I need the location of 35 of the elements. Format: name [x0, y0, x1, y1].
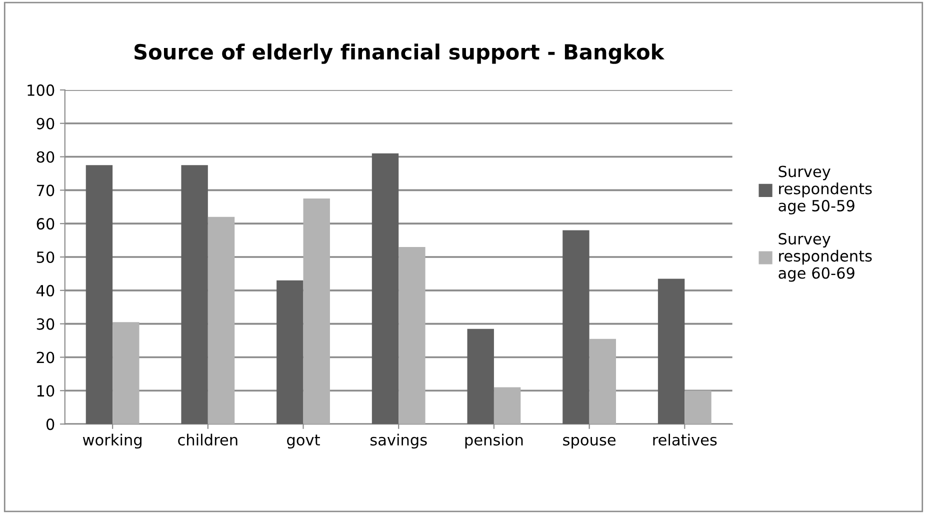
- x-tick-label: children: [178, 434, 238, 446]
- x-tick-label: govt: [287, 434, 320, 449]
- bar: [372, 153, 399, 424]
- x-tick-label: working: [82, 434, 142, 449]
- bar: [112, 322, 140, 424]
- chart-title: Source of elderly financial support - Bangkok: [134, 44, 665, 64]
- y-tick-label: 100: [28, 84, 54, 96]
- x-tick-label: savings: [370, 434, 427, 449]
- bar: [398, 246, 426, 424]
- y-tick-label: 70: [36, 184, 54, 196]
- y-tick-label: 20: [36, 352, 54, 364]
- bar: [467, 328, 494, 424]
- y-tick-label: 50: [36, 251, 54, 264]
- bar: [658, 278, 685, 424]
- bar: [589, 338, 616, 424]
- legend-label: Survey respondents age 60-69: [778, 233, 872, 282]
- x-tick-label: pension: [465, 434, 523, 449]
- y-tick-label: 90: [36, 118, 54, 130]
- y-tick-label: 60: [36, 218, 54, 230]
- bar: [494, 387, 521, 424]
- bar: [208, 216, 235, 424]
- y-tick-label: 30: [36, 318, 54, 330]
- x-tick-label: spouse: [563, 436, 616, 449]
- y-tick-label: 0: [46, 418, 54, 430]
- x-tick-label: relatives: [653, 434, 717, 446]
- bar: [684, 390, 712, 424]
- bar: [181, 165, 208, 424]
- bar: [276, 280, 304, 424]
- legend-label: Survey respondents age 50-59: [778, 166, 872, 214]
- bar: [562, 230, 590, 424]
- y-tick-label: 40: [36, 284, 54, 296]
- y-tick-label: 10: [37, 385, 54, 397]
- bar: [86, 165, 113, 424]
- bar: [303, 198, 330, 424]
- y-tick-label: 80: [36, 151, 54, 163]
